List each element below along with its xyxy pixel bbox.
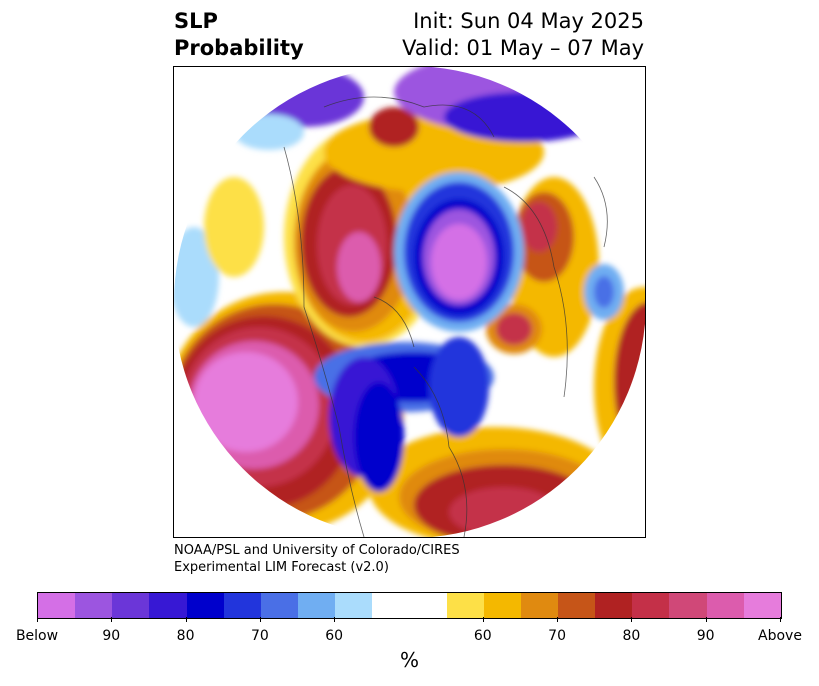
colorbar-segment (297, 593, 336, 618)
credit-line2: Experimental LIM Forecast (v2.0) (174, 560, 389, 575)
colorbar-tick-label: 80 (622, 628, 641, 644)
colorbar-segment (260, 593, 298, 618)
title-variable: SLP (174, 9, 218, 33)
colorbar-tick (705, 617, 707, 622)
colorbar-segment (335, 593, 373, 618)
colorbar-segment (743, 593, 781, 618)
colorbar-tick-label: 90 (102, 628, 121, 644)
map-frame (173, 66, 646, 538)
coastlines (283, 96, 608, 537)
colorbar-tick (557, 617, 559, 622)
colorbar-segment (706, 593, 744, 618)
colorbar-tick (111, 617, 113, 622)
colorbar-tick (334, 617, 336, 622)
valid-range: Valid: 01 May – 07 May (402, 36, 644, 60)
colorbar-segment (372, 593, 410, 618)
colorbar-tick-label: 60 (325, 628, 344, 644)
colorbar-segment (75, 593, 113, 618)
colorbar-ticks: Below 90 80 70 60 60 70 80 90 Above (16, 617, 802, 647)
colorbar-tick-label: 70 (250, 628, 269, 644)
init-date: Init: Sun 04 May 2025 (413, 9, 644, 33)
colorbar-unit: % (399, 648, 419, 672)
credit: NOAA/PSL and University of Colorado/CIRE… (174, 542, 460, 576)
colorbar-tick-label: 60 (473, 628, 492, 644)
title-left: SLP Probability (174, 8, 304, 62)
colorbar-segment (669, 593, 707, 618)
colorbar-tick-label: 80 (176, 628, 195, 644)
colorbar (37, 592, 782, 619)
colorbar-segment (520, 593, 558, 618)
forecast-field (174, 67, 645, 537)
colorbar-segment (557, 593, 596, 618)
colorbar-segment (446, 593, 484, 618)
colorbar-tick-label: Below (15, 628, 59, 644)
credit-line1: NOAA/PSL and University of Colorado/CIRE… (174, 543, 460, 558)
colorbar-tick-label: 90 (696, 628, 715, 644)
colorbar-segment (483, 593, 521, 618)
colorbar-segment (112, 593, 150, 618)
colorbar-tick (631, 617, 633, 622)
colorbar-tick (259, 617, 261, 622)
colorbar-segment (186, 593, 224, 618)
title-quantity: Probability (174, 36, 304, 60)
colorbar-tick (482, 617, 484, 622)
title-right: Init: Sun 04 May 2025 Valid: 01 May – 07… (402, 8, 644, 62)
colorbar-segment (149, 593, 187, 618)
colorbar-segment (223, 593, 261, 618)
colorbar-segment (38, 593, 76, 618)
probability-map (174, 67, 645, 537)
colorbar-segment (409, 593, 447, 618)
colorbar-tick-label: 70 (548, 628, 567, 644)
colorbar-tick (780, 617, 781, 622)
colorbar-segment (595, 593, 633, 618)
colorbar-segment (632, 593, 670, 618)
colorbar-tick-label: Above (758, 628, 802, 644)
colorbar-tick (37, 617, 38, 622)
colorbar-tick (185, 617, 187, 622)
